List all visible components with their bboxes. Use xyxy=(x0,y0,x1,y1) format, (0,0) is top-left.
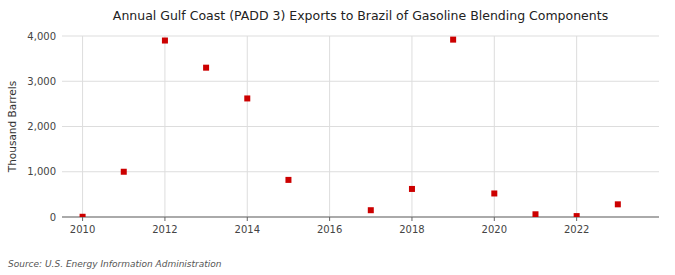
source-note: Source: U.S. Energy Information Administ… xyxy=(8,259,222,269)
chart: Annual Gulf Coast (PADD 3) Exports to Br… xyxy=(0,0,675,275)
y-grid-line xyxy=(62,36,659,37)
x-grid-line xyxy=(247,36,248,217)
y-axis-label: Thousand Barrels xyxy=(6,81,18,173)
x-tick-label: 2020 xyxy=(482,224,507,235)
x-tick-label: 2010 xyxy=(70,224,95,235)
x-grid-line xyxy=(576,36,577,217)
x-tick-label: 2012 xyxy=(152,224,177,235)
x-tick-label: 2018 xyxy=(399,224,424,235)
y-tick-label: 4,000 xyxy=(27,31,56,42)
y-tick-label: 0 xyxy=(50,212,56,223)
x-tick xyxy=(247,217,248,221)
y-grid-line xyxy=(62,217,659,218)
x-tick xyxy=(494,217,495,221)
x-tick xyxy=(164,217,165,221)
data-point xyxy=(244,95,250,101)
x-grid-line xyxy=(164,36,165,217)
data-point xyxy=(121,169,127,175)
data-point xyxy=(285,177,291,183)
y-tick-label: 2,000 xyxy=(27,121,56,132)
title: Annual Gulf Coast (PADD 3) Exports to Br… xyxy=(113,8,608,23)
x-tick xyxy=(411,217,412,221)
data-point xyxy=(162,38,168,44)
data-point xyxy=(450,37,456,43)
axes: 0 1,000 2,000 3,000 4,000 2010 2012 2014 2016 201… xyxy=(27,31,659,236)
data-point xyxy=(532,211,538,217)
chart-container: Annual Gulf Coast (PADD 3) Exports to Br… xyxy=(0,0,675,275)
points xyxy=(80,37,621,217)
x-tick-label: 2014 xyxy=(235,224,260,235)
grid xyxy=(62,36,659,217)
data-point xyxy=(491,190,497,196)
y-tick-label: 3,000 xyxy=(27,76,56,87)
data-point xyxy=(368,207,374,213)
x-tick xyxy=(82,217,83,221)
x-tick xyxy=(576,217,577,221)
x-tick xyxy=(329,217,330,221)
data-point xyxy=(203,65,209,71)
y-grid-line xyxy=(62,81,659,82)
data-point xyxy=(615,201,621,207)
x-tick-label: 2016 xyxy=(317,224,342,235)
data-point xyxy=(409,186,415,192)
y-tick-label: 1,000 xyxy=(27,166,56,177)
x-grid-line xyxy=(494,36,495,217)
y-grid-line xyxy=(62,171,659,172)
x-grid-line xyxy=(82,36,83,217)
x-grid-line xyxy=(329,36,330,217)
x-tick-label: 2022 xyxy=(564,224,589,235)
x-axis-line xyxy=(62,217,659,218)
data-point xyxy=(574,213,580,217)
data-point xyxy=(80,214,86,217)
y-grid-line xyxy=(62,126,659,127)
